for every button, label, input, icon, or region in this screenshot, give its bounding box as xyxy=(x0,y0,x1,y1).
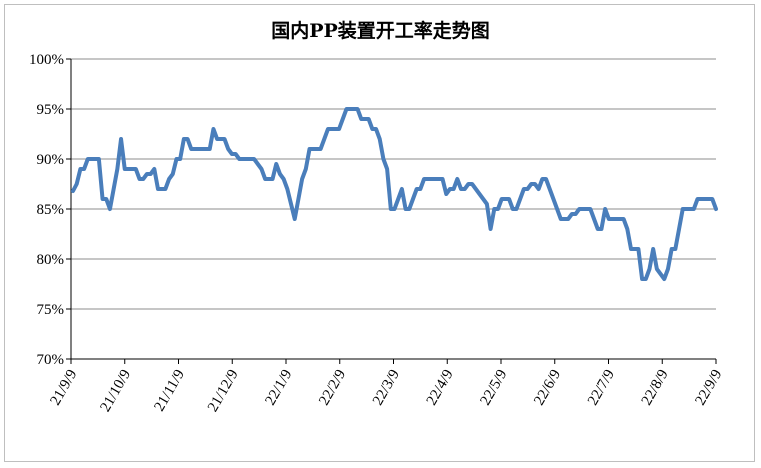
y-tick-label: 70% xyxy=(37,352,65,368)
x-tick-label: 22/5/9 xyxy=(477,367,510,408)
x-tick-label: 21/9/9 xyxy=(47,367,80,408)
x-tick-label: 21/12/9 xyxy=(205,367,242,415)
x-tick-labels: 21/9/9 21/10/9 21/11/9 21/12/9 22/1/9 22/2/9 2… xyxy=(47,367,725,415)
chart-title: 国内PP装置开工率走势图 xyxy=(271,20,490,42)
x-tick-label: 22/4/9 xyxy=(424,367,457,408)
y-tick-label: 100% xyxy=(29,52,64,68)
x-tick-label: 22/7/9 xyxy=(585,367,618,408)
axes xyxy=(66,58,717,364)
x-tick-label: 22/2/9 xyxy=(316,367,349,408)
x-tick-label: 22/8/9 xyxy=(639,367,672,408)
x-tick-label: 22/3/9 xyxy=(370,367,403,408)
x-tick-label: 22/9/9 xyxy=(692,367,725,408)
x-tick-label: 21/10/9 xyxy=(97,367,134,415)
series-layer xyxy=(71,107,718,281)
series-line xyxy=(71,107,718,281)
x-tick-label: 22/6/9 xyxy=(531,367,564,408)
y-tick-labels: 70% 75% 80% 85% 90% 95% 100% xyxy=(29,52,64,368)
y-tick-label: 80% xyxy=(37,252,65,268)
y-tick-label: 85% xyxy=(37,202,65,218)
y-tick-label: 95% xyxy=(37,102,65,118)
x-tick-label: 22/1/9 xyxy=(262,367,295,408)
x-tick-label: 21/11/9 xyxy=(151,367,187,414)
y-tick-label: 90% xyxy=(37,152,65,168)
y-tick-label: 75% xyxy=(37,302,65,318)
